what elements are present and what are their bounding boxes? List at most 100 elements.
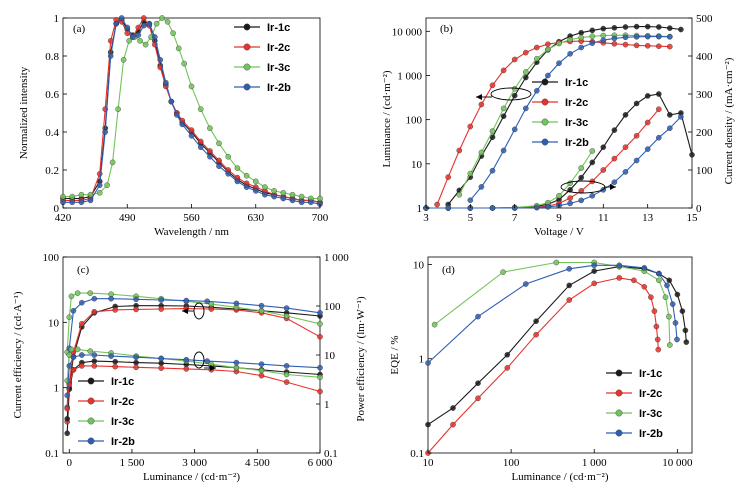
panel-b-lum-Ir-2b-point — [600, 37, 607, 44]
panel-a-xtick-label: 630 — [248, 212, 265, 224]
panel-d-legend-marker — [615, 409, 623, 417]
panel-b-lum-Ir-2c-line — [436, 40, 670, 205]
panel-d-Ir-3c-point — [553, 259, 560, 266]
panel-d-Ir-2c-point — [504, 365, 511, 371]
panel-d-Ir-2c-point — [450, 421, 456, 428]
panel-a-Ir-2b-point — [216, 163, 222, 169]
panel-c-ce-Ir-2b-point — [91, 295, 98, 302]
panel-d-xtick-label: 1 000 — [582, 457, 607, 469]
panel-c-ce-Ir-2c-point — [112, 307, 118, 313]
panel-b-lum-Ir-2c-point — [644, 43, 651, 49]
panel-a-Ir-3c-point — [234, 165, 241, 171]
panel-b-lum-Ir-2b-point — [656, 33, 662, 40]
panel-b-lum-Ir-3c-point — [578, 34, 585, 41]
panel-b-cd-Ir-1c-line — [426, 93, 693, 209]
panel-a-Ir-2b-point — [102, 129, 108, 135]
panel-a-legend-label: Ir-1c — [267, 22, 290, 34]
panel-b-cd-Ir-2c-point — [611, 155, 618, 162]
panel-a-Ir-3c-point — [243, 172, 250, 179]
panel-c-pe-Ir-2c-point — [91, 363, 98, 369]
panel-c-pe-Ir-2b-point — [204, 358, 210, 364]
panel-a-Ir-3c-point — [216, 140, 222, 147]
panel-a-Ir-3c-point — [164, 18, 171, 25]
panel-b-lum-Ir-1c-point — [578, 29, 585, 36]
panel-b-ylabel: Luminance / (cd·m⁻²) — [381, 70, 393, 167]
panel-d-Ir-1c-point — [425, 421, 431, 428]
panel-c-ce-Ir-2b-point — [158, 297, 164, 303]
panel-a-Ir-3c-point — [188, 83, 195, 90]
panel-d-Ir-2c-point — [533, 331, 539, 338]
panel-a-Ir-3c-point — [69, 193, 75, 200]
panel-b-label: (b) — [440, 23, 453, 35]
panel-b-cd-Ir-1c-point — [689, 151, 695, 158]
panel-b-cd-Ir-2b-point — [611, 179, 618, 185]
panel-b-y2tick-label: 500 — [696, 13, 713, 25]
panel-c-pe-Ir-2b-point — [64, 392, 70, 399]
panel-b-cd-Ir-2b-point — [633, 157, 640, 164]
panel-b-cd-Ir-2b-point — [678, 114, 684, 120]
panel-b-cd-Ir-2b-point — [644, 146, 651, 152]
panel-d-Ir-2b-line — [427, 264, 678, 364]
panel-b-lum-Ir-2b-point — [467, 197, 474, 203]
panel-d-Ir-2b-point — [669, 301, 676, 307]
panel-a-legend-marker — [243, 23, 251, 31]
panel-d-Ir-2c-point — [654, 336, 661, 343]
panel-b-cd-Ir-2b-point — [445, 205, 452, 211]
panel-b-xtick-label: 11 — [598, 212, 609, 224]
panel-d-Ir-2b-point — [475, 313, 481, 320]
panel-d-Ir-2b-point — [616, 262, 623, 269]
panel-b-cd-Ir-2b-point — [545, 204, 551, 210]
panel-b-lum-Ir-1c-point — [667, 25, 673, 31]
panel-b-lum-Ir-2b-point — [578, 44, 585, 51]
panel-a-xlabel: Wavelength / nm — [154, 226, 229, 238]
panel-d-legend-marker — [615, 389, 623, 397]
panel-c-legend-marker — [87, 377, 95, 385]
panel-b-cd-Ir-2b-point — [567, 200, 573, 207]
panel-d-legend-marker — [615, 369, 623, 377]
panel-b-lum-Ir-2b-point — [534, 88, 540, 94]
panel-d-Ir-3c-point — [656, 277, 662, 284]
panel-a-Ir-3c-point — [60, 193, 66, 200]
panel-b-cd-Ir-2c-point — [644, 119, 651, 126]
panel-d-Ir-2c-point — [631, 277, 637, 284]
panel-b-lum-Ir-2b-point — [644, 33, 651, 40]
panel-d-Ir-3c-point — [666, 313, 672, 320]
panel-a-Ir-2b-point — [225, 170, 231, 177]
panel-a-Ir-2b-point — [87, 197, 94, 204]
panel-b-lum-Ir-2b-point — [500, 147, 507, 154]
panel-b-lum-Ir-2b-point — [633, 34, 640, 40]
panel-b-legend-label: Ir-3c — [565, 117, 588, 129]
panel-c-ce-Ir-2b-point — [258, 302, 265, 309]
panel-d-Ir-2b-point — [641, 265, 648, 271]
panel-c-pe-Ir-1c-point — [133, 359, 139, 366]
panel-d-Ir-2c-point — [591, 280, 598, 287]
panel-a-Ir-2b-point — [157, 57, 164, 63]
panel-d-Ir-3c-line — [434, 261, 671, 346]
panel-c-ce-Ir-2b-point — [233, 300, 240, 307]
panel-b-lum-Ir-3c-point — [467, 170, 474, 177]
panel-b-cd-Ir-2c-point — [656, 106, 662, 112]
panel-a-Ir-2b-point — [129, 34, 136, 40]
panel-a-Ir-3c-point — [120, 57, 127, 63]
panel-c-ce-Ir-2b-point — [317, 309, 323, 316]
panel-d-Ir-1c-point — [504, 351, 511, 358]
panel-c-pe-Ir-3c-point — [64, 377, 70, 384]
panel-b-legend-marker — [541, 138, 549, 146]
panel-b-lum-Ir-2c-point — [611, 41, 618, 47]
panel-b-cd-Ir-1c-point — [667, 112, 673, 118]
panel-a-Ir-2b-point — [162, 79, 169, 86]
panel-c-y2tick-label: 0.1 — [324, 448, 338, 460]
panel-c-pe-Ir-2b-point — [158, 355, 164, 362]
panel-a-Ir-3c-point — [207, 125, 213, 131]
panel-a-Ir-2b-point — [69, 199, 75, 206]
panel-b-lum-Ir-3c-point — [500, 105, 507, 112]
panel-a-Ir-2b-point — [168, 98, 175, 105]
panel-b-cd-Ir-2b-point — [534, 204, 540, 211]
panel-b-lum-Ir-1c-point — [523, 74, 529, 81]
panel-a-Ir-2b-point — [252, 188, 259, 194]
panel-b-annot-arrowhead-left — [476, 94, 482, 100]
panel-c-pe-Ir-1c-point — [112, 358, 118, 365]
panel-a-Ir-3c-point — [252, 178, 259, 185]
panel-b-cd-Ir-2c-point — [633, 132, 640, 139]
panel-c-y2tick-label: 1 000 — [324, 252, 349, 264]
